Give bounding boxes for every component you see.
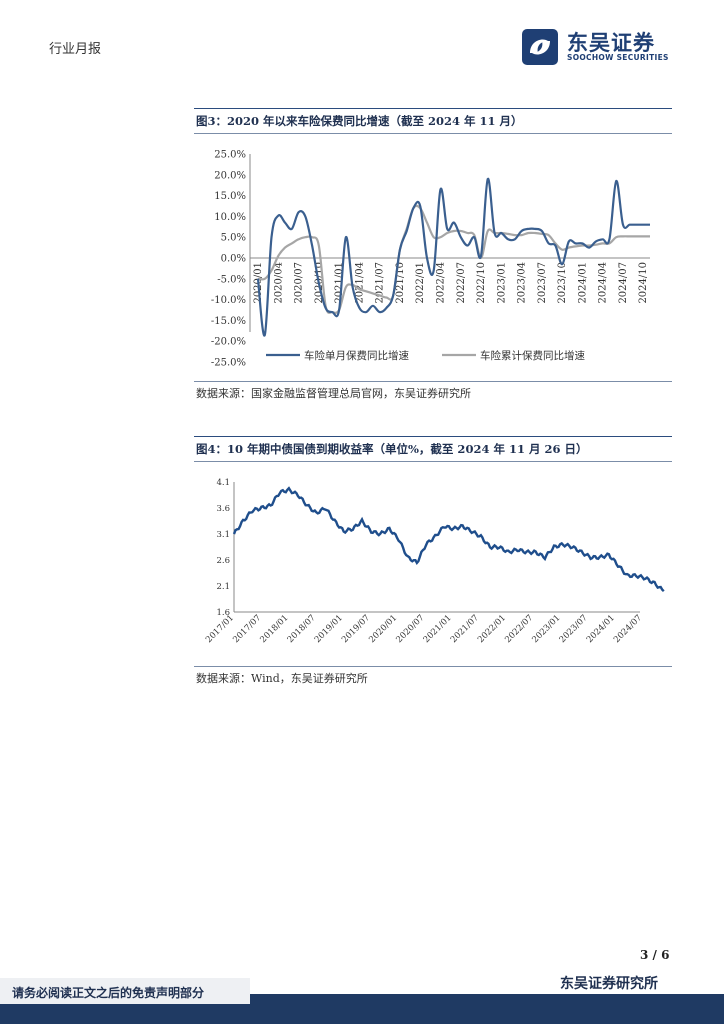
x-tick-label: 2021/04 <box>354 262 365 304</box>
logo-name-cn: 东吴证券 <box>567 31 655 55</box>
y-tick-label: 4.1 <box>216 478 230 488</box>
x-tick-label: 2023/07 <box>537 262 548 304</box>
x-tick-label: 2024/04 <box>598 262 609 304</box>
figure4-title: 图4：10 年期中债国债到期收益率（单位%，截至 2024 年 11 月 26 … <box>196 442 588 456</box>
y-tick-label: -20.0% <box>211 337 246 348</box>
yield-line <box>232 486 665 593</box>
y-tick-label: 3.1 <box>216 530 230 540</box>
x-tick-label: 2020/04 <box>273 262 284 304</box>
x-tick-label: 2019/07 <box>340 613 372 645</box>
x-tick-label: 2022/01 <box>476 613 508 645</box>
x-tick-label: 2021/07 <box>449 613 481 645</box>
figure4-bottom-rule <box>194 666 672 667</box>
footer-disclaimer: 请务必阅读正文之后的免责声明部分 <box>12 986 205 1000</box>
y-tick-label: 15.0% <box>214 191 246 202</box>
y-tick-label: 10.0% <box>214 212 246 223</box>
x-tick-label: 2020/07 <box>294 262 305 304</box>
y-tick-label: 5.0% <box>221 233 246 244</box>
figure3-source: 数据来源：国家金融监督管理总局官网，东吴证券研究所 <box>196 387 471 400</box>
x-tick-label: 2022/01 <box>415 262 426 304</box>
footer-org-name: 东吴证券研究所 <box>560 976 658 992</box>
y-tick-label: -15.0% <box>211 316 246 327</box>
x-tick-label: 2023/10 <box>557 262 568 304</box>
x-tick-label: 2023/04 <box>517 262 528 304</box>
y-tick-label: -10.0% <box>211 295 246 306</box>
figure3-bottom-rule <box>194 381 672 382</box>
x-tick-label: 2019/01 <box>313 613 345 645</box>
page-number: 3 / 6 <box>640 948 670 962</box>
figure3-top-rule <box>194 108 672 109</box>
y-tick-label: 2.6 <box>216 556 230 566</box>
y-tick-label: -5.0% <box>217 274 246 285</box>
x-tick-label: 2022/04 <box>435 262 446 304</box>
x-tick-label: 2023/07 <box>558 613 590 645</box>
y-tick-label: 3.6 <box>216 504 230 514</box>
figure4-top-rule <box>194 436 672 437</box>
figure4-source: 数据来源：Wind，东吴证券研究所 <box>196 672 368 685</box>
x-tick-label: 2021/01 <box>334 262 345 304</box>
figure3-title-rule <box>194 133 672 134</box>
x-tick-label: 2022/07 <box>503 613 535 645</box>
x-tick-label: 2023/01 <box>496 262 507 304</box>
x-tick-label: 2020/01 <box>367 613 399 645</box>
y-tick-label: -25.0% <box>211 358 246 369</box>
y-tick-label: 0.0% <box>221 254 246 265</box>
soochow-logo-icon <box>522 29 558 65</box>
legend-label-cumulative: 车险累计保费同比增速 <box>480 349 585 362</box>
x-tick-label: 2020/07 <box>394 613 426 645</box>
logo-name-en: SOOCHOW SECURITIES <box>567 53 669 62</box>
report-type-label: 行业月报 <box>49 42 102 57</box>
x-tick-label: 2022/07 <box>456 262 467 304</box>
x-tick-label: 2022/10 <box>476 262 487 304</box>
figure4-chart: 4.13.63.12.62.11.6 2017/012017/072018/01… <box>204 478 665 645</box>
series-single-month-line <box>256 177 650 337</box>
x-tick-label: 2023/01 <box>530 613 562 645</box>
figure3-title: 图3：2020 年以来车险保费同比增速（截至 2024 年 11 月） <box>196 114 523 128</box>
x-tick-label: 2024/10 <box>638 262 649 304</box>
y-tick-label: 2.1 <box>216 582 230 592</box>
x-tick-label: 2021/07 <box>375 262 386 304</box>
x-tick-label: 2024/07 <box>618 262 629 304</box>
legend-label-single-month: 车险单月保费同比增速 <box>304 349 409 362</box>
y-tick-label: 1.6 <box>216 608 230 618</box>
x-tick-label: 2021/01 <box>422 613 454 645</box>
x-tick-label: 2018/07 <box>286 613 318 645</box>
legend: 车险单月保费同比增速 车险累计保费同比增速 <box>266 349 585 362</box>
figure4-title-rule <box>194 461 672 462</box>
footer-disclaimer-box <box>0 978 250 1004</box>
y-tick-label: 20.0% <box>214 170 246 181</box>
x-tick-label: 2024/07 <box>612 613 644 645</box>
x-tick-label: 2017/07 <box>231 613 263 645</box>
figure3-chart: 25.0% 20.0% 15.0% 10.0% 5.0% 0.0% -5.0% -10.0% -… <box>211 150 650 369</box>
x-tick-label: 2021/10 <box>395 262 406 304</box>
x-tick-label: 2024/01 <box>577 262 588 304</box>
company-logo: 东吴证券 SOOCHOW SECURITIES <box>520 27 680 67</box>
y-tick-label: 25.0% <box>214 150 246 161</box>
x-tick-label: 2024/01 <box>585 613 617 645</box>
x-tick-label: 2018/01 <box>258 613 290 645</box>
